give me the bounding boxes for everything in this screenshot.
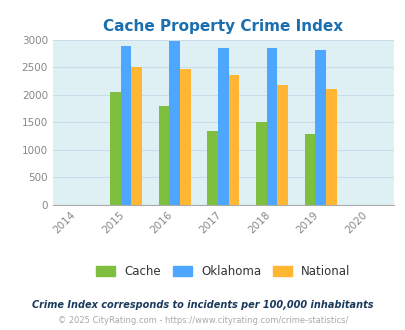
Bar — [131, 67, 142, 205]
Bar — [217, 49, 228, 205]
Bar — [158, 106, 169, 205]
Bar — [304, 134, 315, 205]
Bar — [277, 85, 288, 205]
Bar — [120, 46, 131, 205]
Title: Cache Property Crime Index: Cache Property Crime Index — [103, 19, 343, 34]
Bar — [228, 75, 239, 205]
Legend: Cache, Oklahoma, National: Cache, Oklahoma, National — [91, 260, 354, 282]
Bar — [255, 122, 266, 205]
Bar — [169, 41, 179, 205]
Bar — [109, 92, 120, 205]
Bar — [207, 131, 217, 205]
Bar — [179, 69, 190, 205]
Bar — [266, 49, 277, 205]
Bar — [325, 89, 336, 205]
Bar — [315, 50, 325, 205]
Text: © 2025 CityRating.com - https://www.cityrating.com/crime-statistics/: © 2025 CityRating.com - https://www.city… — [58, 316, 347, 325]
Text: Crime Index corresponds to incidents per 100,000 inhabitants: Crime Index corresponds to incidents per… — [32, 300, 373, 310]
